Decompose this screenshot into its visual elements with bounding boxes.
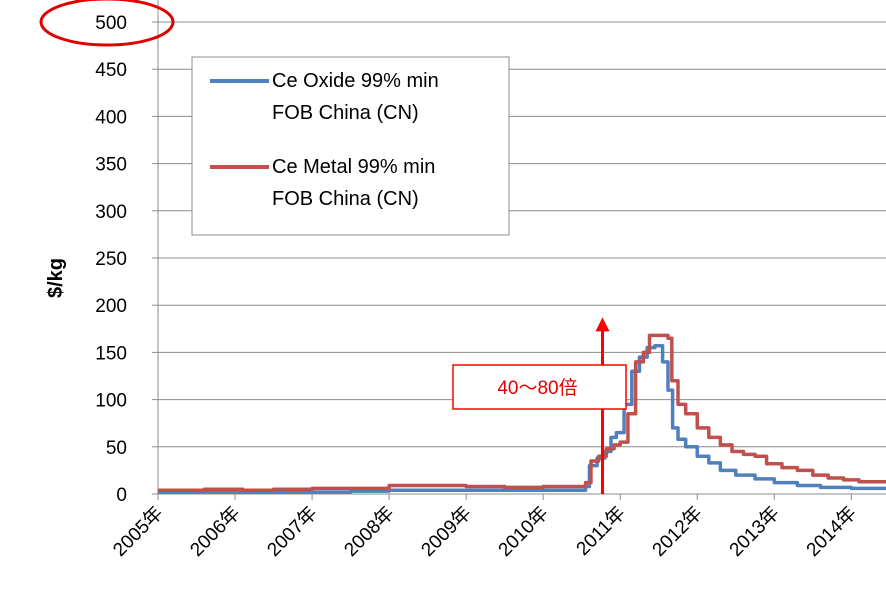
annotation: 40〜80倍 [452, 317, 627, 494]
y-axis: 0 50 100 150 200 250 300 350 400 450 500 [95, 0, 159, 506]
x-tick-label: 2010年 [494, 502, 553, 561]
x-tick-label: 2014年 [802, 502, 861, 561]
legend-label-1: FOB China (CN) [272, 102, 419, 124]
legend-label-2: Ce Metal 99% min [272, 156, 435, 178]
y-tick-label: 250 [95, 249, 127, 270]
x-tick-label: 2009年 [417, 502, 476, 561]
highlight-ellipse [39, 0, 175, 47]
y-axis-title: $/kg [45, 258, 67, 298]
y-tick-label: 150 [95, 343, 127, 364]
series-lines [158, 333, 886, 494]
y-tick-label: 350 [95, 155, 127, 176]
y-tick-label: 100 [95, 391, 127, 412]
x-tick-label: 2011年 [572, 502, 630, 560]
x-tick-label: 2012年 [648, 502, 707, 561]
legend: Ce Oxide 99% min FOB China (CN) Ce Metal 9… [191, 56, 510, 236]
x-tick-label: 2005年 [109, 502, 168, 561]
highlight-ellipse [39, 0, 175, 47]
legend-label-1: Ce Oxide 99% min [272, 70, 439, 92]
y-tick-label: 0 [116, 485, 127, 506]
y-tick-label: 500 [95, 13, 127, 34]
y-tick-label: 200 [95, 296, 127, 317]
series-line-1 [158, 344, 886, 494]
legend-box [191, 56, 510, 236]
x-tick-label: 2007年 [263, 502, 322, 561]
series-line-2 [158, 333, 886, 492]
y-tick-label: 300 [95, 202, 127, 223]
y-tick-label: 450 [95, 60, 127, 81]
y-tick-label: 400 [95, 107, 127, 128]
x-axis: 2005年 2006年 2007年 2008年 2009年 2010年 2011年 2012年… [109, 493, 886, 561]
annotation-label: 40〜80倍 [497, 377, 577, 399]
x-tick-label: 2013年 [725, 502, 784, 561]
annotation-arrowhead [595, 317, 610, 332]
annotation-box [452, 364, 627, 410]
legend-label-2: FOB China (CN) [272, 188, 419, 210]
x-tick-label: 2006年 [186, 502, 245, 561]
x-tick-label: 2008年 [340, 502, 399, 561]
y-tick-label: 50 [106, 438, 127, 459]
